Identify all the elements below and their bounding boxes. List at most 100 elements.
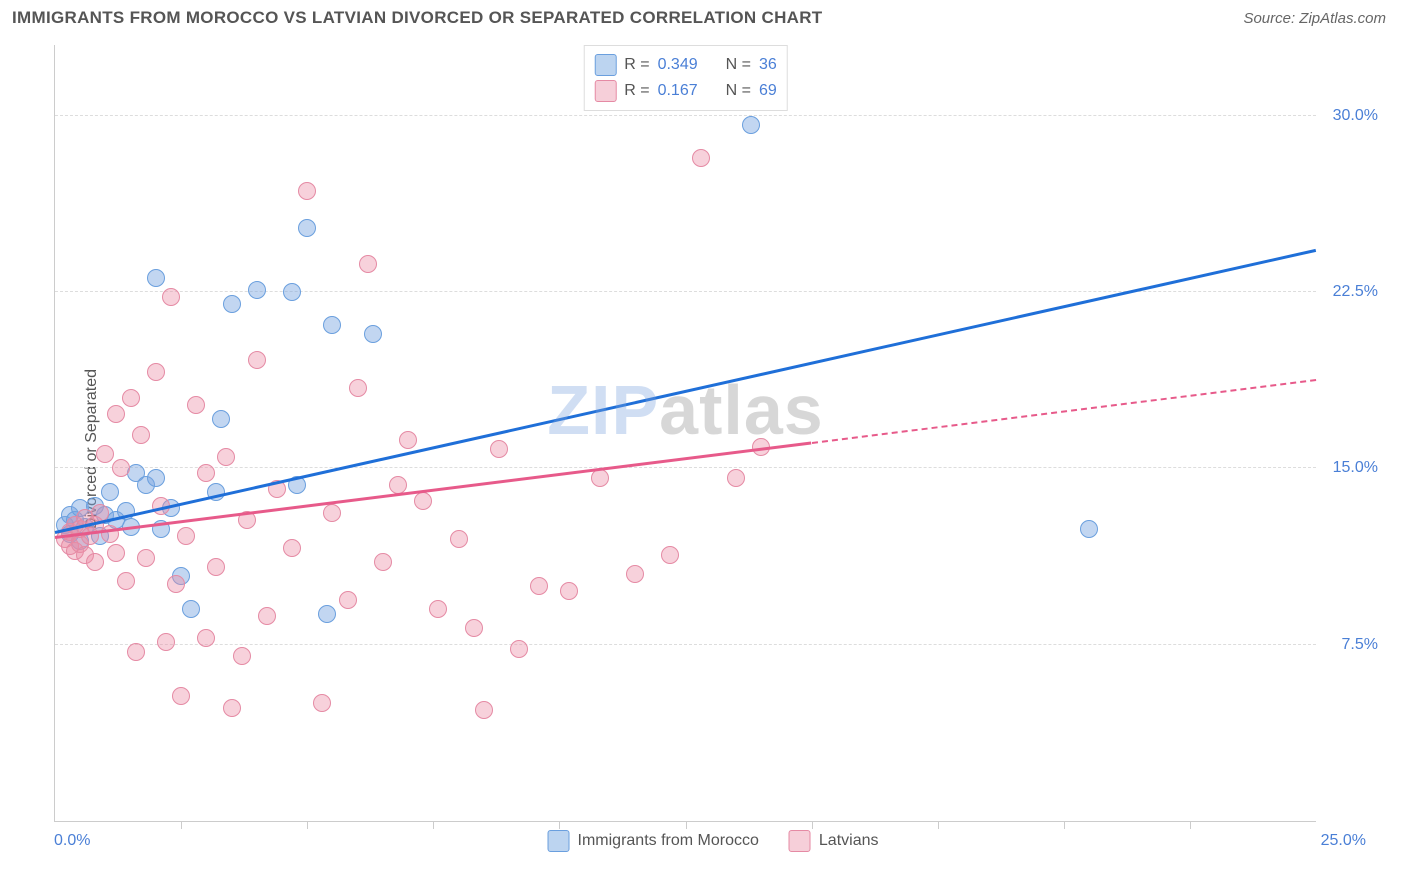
gridline — [55, 467, 1316, 468]
x-tick — [1190, 821, 1191, 829]
data-point — [172, 687, 190, 705]
data-point — [187, 396, 205, 414]
data-point — [112, 459, 130, 477]
data-point — [399, 431, 417, 449]
data-point — [182, 600, 200, 618]
legend-stat-row: R = 0.167 N = 69 — [594, 78, 777, 104]
data-point — [147, 269, 165, 287]
legend-stat-row: R =0.349N =36 — [594, 52, 777, 78]
legend-swatch — [594, 80, 616, 102]
data-point — [389, 476, 407, 494]
data-point — [429, 600, 447, 618]
data-point — [107, 544, 125, 562]
data-point — [414, 492, 432, 510]
data-point — [530, 577, 548, 595]
chart-source: Source: ZipAtlas.com — [1243, 10, 1386, 27]
legend-series-item: Latvians — [789, 830, 879, 852]
legend-r-value: 0.167 — [658, 82, 698, 100]
data-point — [86, 553, 104, 571]
data-point — [490, 440, 508, 458]
data-point — [147, 363, 165, 381]
legend-n-label: N = — [726, 56, 751, 74]
data-point — [626, 565, 644, 583]
x-tick — [1064, 821, 1065, 829]
data-point — [162, 288, 180, 306]
y-tick-label: 22.5% — [1333, 283, 1378, 301]
data-point — [137, 549, 155, 567]
data-point — [207, 558, 225, 576]
data-point — [349, 379, 367, 397]
legend-statistics: R = 0.349 N = 36 R = 0.167 N = 69 — [583, 45, 788, 111]
y-tick-label: 7.5% — [1342, 636, 1378, 654]
data-point — [283, 539, 301, 557]
data-point — [475, 701, 493, 719]
legend-swatch — [548, 830, 570, 852]
data-point — [283, 283, 301, 301]
data-point — [167, 575, 185, 593]
x-tick — [433, 821, 434, 829]
legend-n-label: N = — [726, 82, 751, 100]
data-point — [122, 389, 140, 407]
data-point — [692, 149, 710, 167]
data-point — [107, 405, 125, 423]
data-point — [197, 629, 215, 647]
data-point — [132, 426, 150, 444]
data-point — [661, 546, 679, 564]
x-tick — [812, 821, 813, 829]
x-tick — [686, 821, 687, 829]
data-point — [248, 351, 266, 369]
data-point — [217, 448, 235, 466]
data-point — [177, 527, 195, 545]
data-point — [117, 572, 135, 590]
data-point — [560, 582, 578, 600]
data-point — [212, 410, 230, 428]
data-point — [96, 445, 114, 463]
data-point — [147, 469, 165, 487]
data-point — [1080, 520, 1098, 538]
legend-r-label: R = — [624, 82, 649, 100]
data-point — [223, 295, 241, 313]
watermark-part-b: atlas — [659, 371, 824, 449]
watermark: ZIPatlas — [547, 370, 823, 450]
gridline — [55, 644, 1316, 645]
legend-series-label: Immigrants from Morocco — [578, 832, 759, 850]
data-point — [727, 469, 745, 487]
data-point — [318, 605, 336, 623]
chart-header: IMMIGRANTS FROM MOROCCO VS LATVIAN DIVOR… — [0, 0, 1406, 36]
data-point — [248, 281, 266, 299]
x-tick — [559, 821, 560, 829]
x-axis-max-label: 25.0% — [1321, 832, 1366, 850]
legend-n-value: 69 — [759, 82, 777, 100]
chart-title: IMMIGRANTS FROM MOROCCO VS LATVIAN DIVOR… — [12, 8, 822, 28]
data-point — [742, 116, 760, 134]
data-point — [313, 694, 331, 712]
trend-line — [811, 379, 1316, 444]
data-point — [323, 504, 341, 522]
data-point — [127, 643, 145, 661]
legend-series-item: Immigrants from Morocco — [548, 830, 759, 852]
data-point — [465, 619, 483, 637]
data-point — [298, 219, 316, 237]
legend-swatch — [594, 54, 616, 76]
chart-area: Divorced or Separated ZIPatlas R =0.349N… — [40, 45, 1386, 852]
x-tick — [181, 821, 182, 829]
data-point — [450, 530, 468, 548]
x-tick — [307, 821, 308, 829]
data-point — [339, 591, 357, 609]
legend-r-value: 0.349 — [658, 56, 698, 74]
data-point — [223, 699, 241, 717]
data-point — [374, 553, 392, 571]
data-point — [323, 316, 341, 334]
plot-region: ZIPatlas R =0.349N =36R =0.167N =69 7.5%… — [54, 45, 1316, 822]
x-tick — [938, 821, 939, 829]
y-tick-label: 15.0% — [1333, 459, 1378, 477]
legend-n-value: 36 — [759, 56, 777, 74]
legend-swatch — [789, 830, 811, 852]
x-axis-min-label: 0.0% — [54, 832, 90, 850]
gridline — [55, 115, 1316, 116]
data-point — [101, 483, 119, 501]
data-point — [298, 182, 316, 200]
trend-line — [55, 441, 812, 539]
data-point — [359, 255, 377, 273]
data-point — [510, 640, 528, 658]
